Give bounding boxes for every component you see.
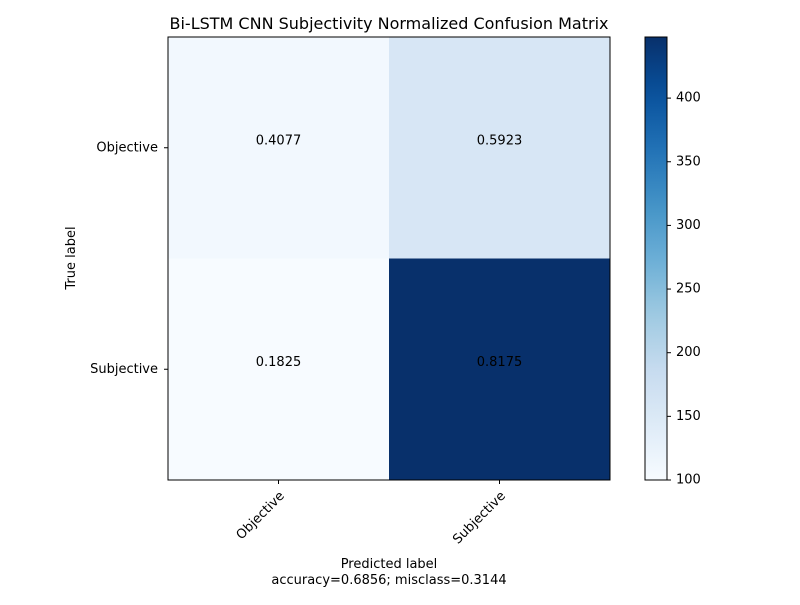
- x-axis-sublabel: accuracy=0.6856; misclass=0.3144: [271, 573, 506, 588]
- x-tick-label: Subjective: [450, 489, 509, 548]
- heatmap-cells: [168, 37, 610, 480]
- colorbar-tick-label: 100: [676, 473, 701, 488]
- heatmap-cell: [168, 37, 389, 259]
- colorbar: [644, 36, 668, 481]
- y-tick-label: Objective: [96, 140, 158, 155]
- cell-value-label: 0.4077: [256, 133, 302, 148]
- y-axis-label: True label: [64, 226, 79, 290]
- cell-value-label: 0.5923: [477, 133, 523, 148]
- x-axis-ticks: Objective Subjective: [234, 480, 509, 547]
- y-tick-label: Subjective: [90, 362, 158, 377]
- colorbar-tick-label: 300: [676, 218, 701, 233]
- colorbar-tick-label: 200: [676, 345, 701, 360]
- heatmap-cell-labels: 0.4077 0.5923 0.1825 0.8175: [256, 133, 523, 370]
- y-axis-ticks: Objective Subjective: [90, 140, 168, 377]
- cell-value-label: 0.1825: [256, 355, 302, 370]
- heatmap-cell: [389, 37, 610, 259]
- heatmap-cell: [168, 258, 389, 480]
- colorbar-tick-label: 400: [676, 91, 701, 106]
- plot-frame: [167, 36, 611, 481]
- colorbar-ticks: 100 150 200 250 300 350 400: [667, 91, 701, 488]
- x-axis-label: Predicted label: [341, 557, 438, 572]
- colorbar-tick-label: 350: [676, 154, 701, 169]
- chart-title: Bi-LSTM CNN Subjectivity Normalized Conf…: [170, 14, 609, 33]
- colorbar-tick-label: 150: [676, 409, 701, 424]
- colorbar-tick-label: 250: [676, 282, 701, 297]
- cell-value-label: 0.8175: [477, 355, 523, 370]
- x-tick-label: Objective: [234, 489, 288, 543]
- heatmap-cell: [389, 258, 610, 480]
